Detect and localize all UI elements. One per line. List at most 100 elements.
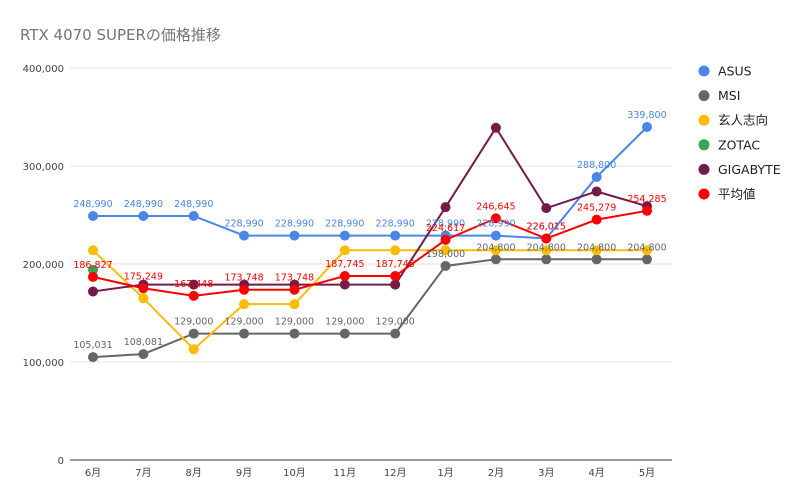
series-line-4 xyxy=(92,125,648,293)
data-label: 129,000 xyxy=(376,317,415,328)
data-label: 226,015 xyxy=(527,222,566,233)
legend-label: GIGABYTE xyxy=(718,162,781,177)
legend-marker xyxy=(698,188,710,200)
legend-marker xyxy=(698,90,710,102)
data-label: 204,800 xyxy=(527,242,566,253)
data-point xyxy=(390,271,401,282)
data-label: 186,827 xyxy=(73,260,112,271)
data-point xyxy=(289,299,300,310)
data-point xyxy=(541,254,552,265)
data-point xyxy=(88,352,98,363)
legend-label: 平均値 xyxy=(718,187,756,202)
legend-marker xyxy=(698,139,710,151)
y-axis-ticks: 0 100,000 200,000 300,000 400,000 xyxy=(23,64,64,467)
y-tick-label: 300,000 xyxy=(23,162,64,173)
data-label: 204,800 xyxy=(627,242,666,253)
data-point xyxy=(440,234,451,245)
data-point xyxy=(138,210,149,221)
data-label: 173,748 xyxy=(275,273,314,284)
data-point xyxy=(440,245,451,256)
data-label: 228,990 xyxy=(476,219,515,230)
legend: ASUS MSI 玄人志向 ZOTAC GIGABYTE 平均値 xyxy=(698,64,781,202)
data-point xyxy=(188,344,199,355)
data-point xyxy=(239,328,250,339)
data-label: 129,000 xyxy=(224,317,263,328)
x-tick-label: 8月 xyxy=(186,467,202,479)
data-label: 129,000 xyxy=(275,317,314,328)
data-point xyxy=(339,328,350,339)
y-tick-label: 100,000 xyxy=(23,358,64,369)
data-point xyxy=(591,214,602,225)
x-tick-label: 4月 xyxy=(588,467,604,479)
series-line-2 xyxy=(92,249,647,351)
data-label: 228,990 xyxy=(224,219,263,230)
data-label: 245,279 xyxy=(577,203,616,214)
data-label: 167,448 xyxy=(174,279,213,290)
data-label: 339,800 xyxy=(627,110,666,121)
data-label: 228,990 xyxy=(275,219,314,230)
series-line-0 xyxy=(93,126,648,240)
grid-lines xyxy=(70,67,672,461)
data-point xyxy=(138,293,149,304)
data-label: 187,745 xyxy=(376,259,415,270)
data-point xyxy=(490,254,501,265)
data-point xyxy=(440,260,451,271)
legend-label: ZOTAC xyxy=(718,137,760,152)
data-label: 228,990 xyxy=(325,219,364,230)
data-label: 129,000 xyxy=(325,317,364,328)
data-point xyxy=(289,230,300,241)
x-tick-label: 9月 xyxy=(236,467,252,479)
data-point xyxy=(591,171,602,182)
data-point xyxy=(188,279,199,290)
legend-marker xyxy=(698,163,710,175)
data-point xyxy=(188,328,199,339)
data-label: 187,745 xyxy=(325,259,364,270)
data-point xyxy=(339,271,350,282)
data-point xyxy=(289,284,300,295)
x-tick-label: 5月 xyxy=(639,467,655,479)
data-point xyxy=(88,286,98,297)
data-point xyxy=(88,271,98,282)
data-label: 228,990 xyxy=(376,219,415,230)
data-point xyxy=(642,121,652,132)
data-label: 248,990 xyxy=(124,199,163,210)
x-tick-label: 6月 xyxy=(85,467,101,479)
data-labels: 248,990 248,990 248,990 228,990 228,990 228,9… xyxy=(73,110,666,351)
data-point xyxy=(490,122,501,133)
y-tick-label: 400,000 xyxy=(23,64,64,75)
x-tick-label: 10月 xyxy=(283,467,306,479)
data-label: 226,015 xyxy=(527,222,566,233)
x-tick-label: 11月 xyxy=(333,467,356,479)
data-label: 175,249 xyxy=(124,271,163,282)
data-point xyxy=(88,210,98,221)
data-label: 105,031 xyxy=(73,340,112,351)
data-label: 173,748 xyxy=(224,273,263,284)
data-point xyxy=(339,230,350,241)
data-point xyxy=(541,233,552,244)
data-point xyxy=(138,283,149,294)
x-tick-label: 3月 xyxy=(538,467,554,479)
data-point xyxy=(188,290,199,301)
data-point xyxy=(490,213,501,224)
data-point xyxy=(88,245,98,256)
data-point xyxy=(490,245,501,256)
data-point xyxy=(339,279,350,290)
legend-label: MSI xyxy=(718,88,740,103)
data-point xyxy=(642,205,652,216)
data-point xyxy=(490,230,501,241)
data-point xyxy=(440,202,451,213)
data-label: 288,800 xyxy=(577,160,616,171)
data-point xyxy=(88,264,98,275)
data-point xyxy=(138,349,149,360)
x-tick-label: 7月 xyxy=(135,467,151,479)
series-group xyxy=(88,121,652,363)
data-label: 224,617 xyxy=(426,223,465,234)
data-point xyxy=(239,284,250,295)
data-point xyxy=(591,245,602,256)
data-point xyxy=(390,328,401,339)
legend-marker xyxy=(698,65,710,77)
data-label: 204,800 xyxy=(577,242,616,253)
data-label: 248,990 xyxy=(73,199,112,210)
data-point xyxy=(642,254,652,265)
